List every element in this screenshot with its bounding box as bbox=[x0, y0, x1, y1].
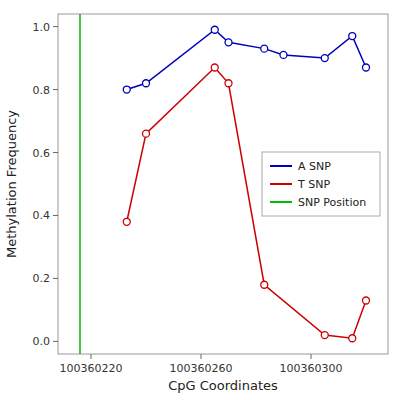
point bbox=[261, 45, 268, 52]
x-tick-label: 100360300 bbox=[280, 362, 343, 375]
legend-box bbox=[262, 152, 380, 216]
plot-frame bbox=[58, 14, 388, 354]
x-tick bbox=[201, 354, 202, 359]
point bbox=[211, 26, 218, 33]
y-tick bbox=[53, 89, 58, 90]
point bbox=[143, 130, 150, 137]
y-tick bbox=[53, 152, 58, 153]
y-tick-label: 1.0 bbox=[33, 21, 51, 34]
point bbox=[321, 332, 328, 339]
snp-line bbox=[79, 14, 81, 354]
legend-label: SNP Position bbox=[298, 196, 366, 209]
point bbox=[123, 86, 130, 93]
y-tick bbox=[53, 26, 58, 27]
legend-label: A SNP bbox=[298, 160, 331, 173]
point bbox=[321, 55, 328, 62]
point bbox=[363, 64, 370, 71]
x-tick-label: 100360220 bbox=[60, 362, 123, 375]
y-tick bbox=[53, 278, 58, 279]
chart-container: 1003602201003602601003603000.00.20.40.60… bbox=[0, 0, 400, 400]
y-tick-label: 0.4 bbox=[33, 209, 51, 222]
point bbox=[225, 39, 232, 46]
plot-area bbox=[80, 14, 370, 354]
x-axis: 100360220 100360260 100360300 bbox=[60, 354, 343, 375]
point bbox=[211, 64, 218, 71]
background bbox=[0, 0, 400, 400]
series-line bbox=[127, 30, 366, 90]
point bbox=[280, 51, 287, 58]
legend-swatch bbox=[270, 183, 292, 185]
legend-swatch bbox=[270, 165, 292, 167]
point bbox=[349, 335, 356, 342]
legend: A SNP T SNP SNP Position bbox=[262, 152, 380, 216]
legend-label: T SNP bbox=[297, 178, 330, 191]
point bbox=[363, 297, 370, 304]
x-axis-label: CpG Coordinates bbox=[168, 378, 278, 393]
y-tick-label: 0.0 bbox=[33, 335, 51, 348]
point bbox=[143, 80, 150, 87]
x-tick bbox=[311, 354, 312, 359]
point bbox=[225, 80, 232, 87]
point bbox=[349, 33, 356, 40]
legend-swatch bbox=[270, 201, 292, 203]
point bbox=[261, 281, 268, 288]
x-tick-label: 100360260 bbox=[170, 362, 233, 375]
x-tick bbox=[91, 354, 92, 359]
y-tick bbox=[53, 341, 58, 342]
chart: 1003602201003602601003603000.00.20.40.60… bbox=[0, 0, 400, 400]
y-tick-label: 0.2 bbox=[33, 272, 51, 285]
y-tick-label: 0.8 bbox=[33, 84, 51, 97]
y-axis: 0.0 0.2 0.4 0.6 0.8 1.0 bbox=[33, 21, 59, 349]
series-line bbox=[127, 68, 366, 339]
y-axis-label: Methylation Frequency bbox=[4, 110, 19, 258]
y-tick bbox=[53, 215, 58, 216]
y-tick-label: 0.6 bbox=[33, 147, 51, 160]
point bbox=[123, 218, 130, 225]
